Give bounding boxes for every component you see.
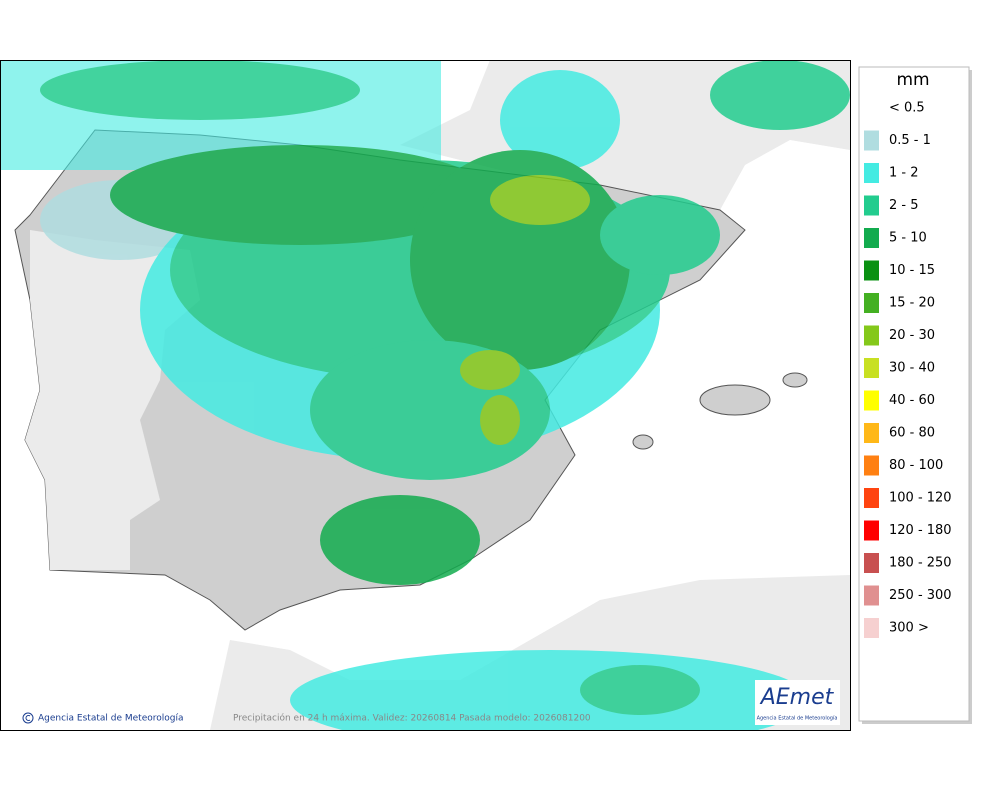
legend-swatch	[864, 260, 879, 281]
legend-swatch	[864, 520, 879, 541]
legend-swatch	[864, 325, 879, 346]
credit: Agencia Estatal de Meteorología	[38, 714, 184, 724]
legend-label: 120 - 180	[889, 523, 952, 538]
legend-label: 100 - 120	[889, 491, 952, 506]
island	[632, 434, 654, 450]
legend-label: 15 - 20	[889, 296, 935, 311]
copyright-icon	[25, 715, 31, 721]
legend-label: 5 - 10	[889, 231, 927, 246]
legend-swatch	[864, 228, 879, 248]
caption: Precipitación en 24 h máxima. Validez: 2…	[233, 713, 591, 724]
island	[699, 384, 771, 416]
precipitation	[1, 60, 850, 730]
legend-swatch	[864, 293, 879, 313]
legend-label: 2 - 5	[889, 198, 919, 213]
legend-label: 20 - 30	[889, 328, 935, 343]
logo-name: AEmet	[759, 685, 835, 710]
legend-swatch	[864, 455, 879, 476]
legend-label: 1 - 2	[889, 166, 919, 181]
legend-label: 30 - 40	[889, 361, 935, 376]
logo-subtitle: Agencia Estatal de Meteorología	[757, 715, 838, 722]
legend-swatch	[864, 423, 879, 443]
legend-label: 40 - 60	[889, 393, 935, 408]
legend-swatch	[864, 390, 879, 411]
map-frame	[0, 60, 851, 731]
legend-label: 0.5 - 1	[889, 133, 931, 148]
legend-swatch	[864, 553, 879, 573]
legend: mm < 0.5 0.5 - 1 1 - 2 2 - 5 5 - 10 10 - 15 15…	[858, 66, 972, 724]
legend-swatch	[864, 195, 879, 216]
legend-swatch	[864, 488, 879, 508]
legend-label: 300 >	[889, 621, 929, 636]
copyright-icon	[22, 712, 34, 724]
legend-swatch	[864, 585, 879, 606]
legend-label: 180 - 250	[889, 556, 952, 571]
legend-swatch	[864, 130, 879, 151]
map: AEmet Agencia Estatal de Meteorología Ag…	[1, 60, 850, 730]
legend-label: < 0.5	[889, 101, 925, 116]
logo: AEmet Agencia Estatal de Meteorología	[755, 680, 840, 725]
legend-label: 60 - 80	[889, 426, 935, 441]
legend-label: 10 - 15	[889, 263, 935, 278]
legend-label: 80 - 100	[889, 458, 943, 473]
legend-title: mm	[896, 70, 929, 90]
legend-label: 250 - 300	[889, 588, 952, 603]
legend-swatch	[864, 163, 879, 183]
legend-swatch	[864, 618, 879, 638]
island	[782, 372, 808, 388]
legend-swatch	[864, 358, 879, 378]
